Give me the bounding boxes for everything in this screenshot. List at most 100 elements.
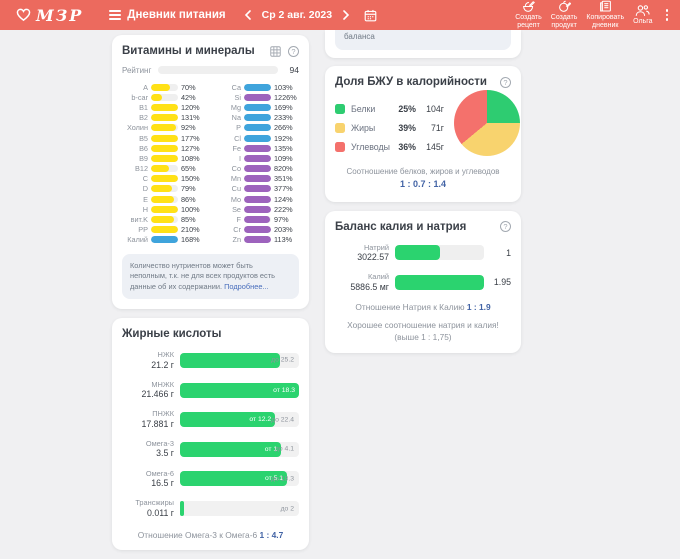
nutrient-label: Ca bbox=[231, 82, 241, 92]
table-view-icon[interactable] bbox=[270, 45, 281, 57]
mineral-label: Калий 5886.5 мг bbox=[350, 272, 389, 292]
create-recipe-label-1: Создать bbox=[515, 13, 542, 21]
legend-swatch bbox=[335, 141, 345, 152]
nutrient-value: 131% bbox=[181, 113, 200, 123]
sodium-help-icon[interactable]: ? bbox=[500, 221, 511, 232]
nutrient-row-B2: B2 131% bbox=[122, 113, 206, 123]
nutrient-label: F bbox=[236, 215, 241, 225]
nutrient-value: 103% bbox=[274, 82, 293, 92]
fatty-acid-bar: от 5.1 до 18.3 bbox=[180, 471, 299, 487]
sodium-panel-title: Баланс калия и натрия bbox=[335, 220, 467, 233]
create-product-label-1: Создать bbox=[550, 13, 578, 21]
vitamins-help-icon[interactable]: ? bbox=[288, 45, 299, 57]
rating-label: Рейтинг bbox=[122, 65, 152, 75]
calendar-button[interactable] bbox=[364, 9, 377, 22]
note-more-link[interactable]: Подробнее... bbox=[224, 281, 269, 291]
rating-row: Рейтинг 94 bbox=[122, 65, 299, 75]
nutrient-label: Zn bbox=[232, 235, 241, 245]
create-product-button[interactable]: Создать продукт bbox=[550, 0, 578, 30]
fatty-acid-row-ПНЖК: ПНЖК 17.881 г от 12.2 до 22.4 bbox=[122, 410, 299, 429]
fatty-rows: НЖК 21.2 г до 25.2 МНЖК 21.466 г от 18.3 ПНЖК 1… bbox=[122, 351, 299, 518]
diary-menu-button[interactable]: Дневник питания bbox=[109, 9, 226, 21]
nutrient-label: B6 bbox=[139, 143, 148, 153]
legend-grams: 71г bbox=[430, 122, 444, 133]
nutrient-row-A: A 70% bbox=[122, 82, 206, 92]
nutrient-label: Na bbox=[231, 113, 241, 123]
nutrient-value: 210% bbox=[181, 225, 200, 235]
nutrient-row-B12: B12 65% bbox=[122, 164, 206, 174]
bju-pie-chart bbox=[453, 90, 520, 156]
nutrient-row-Cr: Cr 203% bbox=[215, 225, 299, 235]
sodium-rows: Натрий 3022.57 1 Калий 5886.5 мг 1.95 bbox=[335, 243, 511, 292]
next-day-button[interactable] bbox=[340, 8, 352, 22]
nutrient-bar bbox=[244, 144, 271, 152]
nutrient-row-Se: Se 222% bbox=[215, 204, 299, 214]
legend-swatch bbox=[335, 122, 345, 133]
nutrient-value: 65% bbox=[181, 164, 196, 174]
nutrient-value: 377% bbox=[274, 184, 293, 194]
fatty-acid-row-МНЖК: МНЖК 21.466 г от 18.3 bbox=[122, 380, 299, 400]
bju-help-icon[interactable]: ? bbox=[500, 76, 511, 88]
vitamins-panel-title: Витамины и минералы bbox=[122, 45, 255, 57]
nutrient-row-PP: PP 210% bbox=[122, 225, 206, 235]
nutrient-row-вит.K: вит.K 85% bbox=[122, 214, 206, 224]
legend-swatch bbox=[335, 103, 345, 114]
rating-bar bbox=[158, 66, 278, 74]
create-recipe-label-2: рецепт bbox=[517, 22, 540, 29]
bju-panel: Доля БЖУ в калорийности ? Белки 25% 104г Жи… bbox=[325, 66, 521, 202]
fatty-acid-bar: от 1 до 4.1 bbox=[180, 441, 299, 457]
nutrient-label: Mn bbox=[230, 174, 241, 184]
nutrient-value: 42% bbox=[181, 92, 196, 102]
nutrient-bar bbox=[151, 124, 178, 132]
hamburger-icon bbox=[109, 10, 122, 20]
legend-grams: 145г bbox=[426, 141, 444, 152]
bju-ratio-value: 1 : 0.7 : 1.4 bbox=[399, 179, 447, 189]
bju-ratio-label: Соотношение белков, жиров и углеводов bbox=[346, 167, 500, 176]
fatty-acid-bar: до 25.2 bbox=[180, 352, 299, 368]
nutrient-row-Cl: Cl 192% bbox=[215, 133, 299, 143]
nutrient-value: 97% bbox=[274, 215, 289, 225]
nutrient-value: 86% bbox=[181, 194, 196, 204]
legend-name: Жиры bbox=[351, 122, 376, 133]
create-recipe-button[interactable]: Создать рецепт bbox=[515, 0, 542, 30]
app-logo[interactable]: МЗР bbox=[16, 6, 83, 25]
nutrient-value: 820% bbox=[274, 164, 293, 174]
mineral-balance-row-Натрий: Натрий 3022.57 1 bbox=[335, 243, 511, 263]
nutrient-bar bbox=[244, 175, 271, 183]
more-menu-button[interactable] bbox=[665, 9, 668, 21]
legend-name: Белки bbox=[351, 103, 376, 114]
user-profile-button[interactable]: Ольга bbox=[633, 4, 653, 26]
nutrient-label: E bbox=[143, 194, 148, 204]
nutrient-label: Si bbox=[234, 92, 242, 102]
nutrient-bar bbox=[151, 195, 178, 203]
nutrient-bar bbox=[151, 165, 178, 173]
bju-legend: Белки 25% 104г Жиры 39% 71г Углеводы 36% 145г bbox=[335, 95, 444, 152]
nutrient-label: C bbox=[142, 174, 148, 184]
nutrient-label: Cl bbox=[234, 133, 241, 143]
kebab-icon bbox=[665, 9, 668, 12]
nutrient-value: 108% bbox=[181, 153, 200, 163]
note-text: Количество нутриентов может быть неполны… bbox=[130, 261, 275, 291]
legend-grams: 104г bbox=[426, 103, 444, 114]
nutrient-row-B5: B5 177% bbox=[122, 133, 206, 143]
nutrient-value: 233% bbox=[274, 113, 293, 123]
nutrient-bar bbox=[244, 154, 271, 162]
nutrient-label: Cu bbox=[231, 184, 241, 194]
current-date: Ср 2 авг. 2023 bbox=[261, 9, 333, 21]
nutrient-value: 109% bbox=[274, 153, 293, 163]
truncated-panel: баланса bbox=[325, 30, 521, 58]
nutrient-row-Mo: Mo 124% bbox=[215, 194, 299, 204]
nutrient-bar bbox=[244, 165, 271, 173]
mineral-balance-row-Калий: Калий 5886.5 мг 1.95 bbox=[335, 273, 511, 292]
nutrient-row-H: H 100% bbox=[122, 204, 206, 214]
nutrient-row-I: I 109% bbox=[215, 153, 299, 163]
nutrients-grid: A 70% b-car 42% B1 120% B2 131% Холин 92% B5 177% B6… bbox=[122, 82, 299, 245]
nutrient-value: 222% bbox=[274, 204, 293, 214]
prev-day-button[interactable] bbox=[242, 8, 254, 22]
fatty-acid-label: Омега-3 3.5 г bbox=[145, 438, 174, 459]
nutrient-label: Калий bbox=[127, 235, 148, 245]
copy-diary-button[interactable]: Копировать дневник bbox=[586, 0, 624, 30]
nutrient-label: Fe bbox=[232, 143, 241, 153]
nutrient-bar bbox=[151, 154, 178, 162]
nutrient-value: 120% bbox=[181, 102, 200, 112]
